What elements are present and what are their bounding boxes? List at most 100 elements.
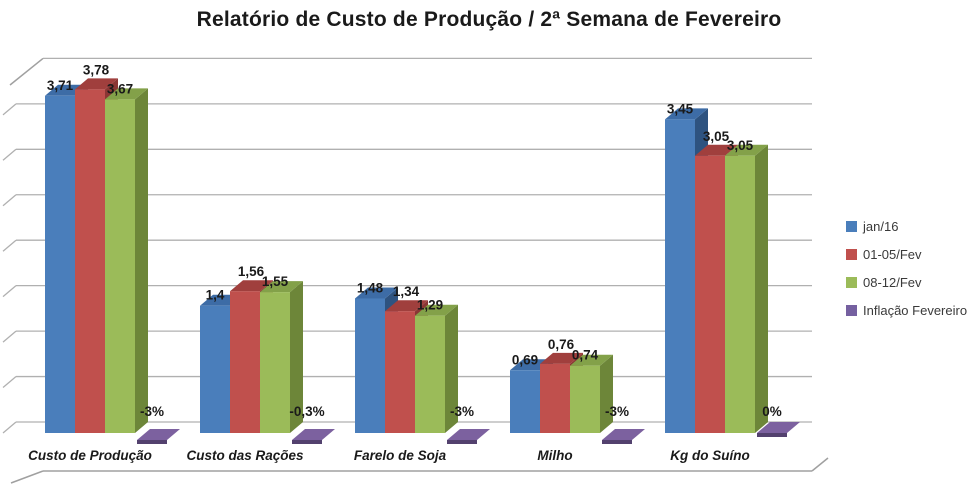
value-label: 3,71: [47, 78, 74, 93]
bar-front-face: [292, 440, 322, 444]
bar-front-face: [260, 292, 290, 433]
side-wall-tick: [2, 239, 17, 252]
value-label: 1,4: [206, 288, 225, 303]
bar-top-face: [75, 78, 118, 90]
bar-top-face: [415, 304, 458, 316]
category-label: Custo de Produção: [28, 448, 152, 463]
bar-front-face: [385, 311, 415, 433]
bar-top-face: [570, 354, 613, 366]
bar-front-face: [75, 89, 105, 433]
bar-top-face: [355, 287, 398, 299]
bar-front-face: [757, 433, 787, 437]
bar-front-face: [200, 305, 230, 433]
legend-swatch-08-12-fev-icon: [846, 277, 857, 288]
bar-top-face: [447, 429, 490, 440]
bar-front-face: [45, 95, 75, 434]
bar-08-12-fev-kg-do-suino: [725, 144, 768, 433]
value-label: 3,05: [703, 129, 730, 144]
side-wall-tick: [2, 285, 17, 298]
bar-side-face: [445, 304, 458, 433]
bar-inflacao-fevereiro-milho: [602, 429, 645, 444]
category-label: Kg do Suíno: [670, 448, 749, 463]
bar-top-face: [665, 108, 708, 120]
legend-item-08-12-fev: 08-12/Fev: [846, 275, 976, 290]
legend-swatch-01-05-fev-icon: [846, 249, 857, 260]
bar-front-face: [415, 315, 445, 433]
value-label: 1,55: [262, 274, 289, 289]
bar-top-face: [230, 280, 273, 292]
side-wall-tick: [2, 330, 17, 343]
percent-label: -3%: [450, 404, 474, 419]
value-label: 0,74: [572, 348, 599, 363]
legend-label-01-05-fev: 01-05/Fev: [863, 247, 922, 262]
category-label: Custo das Rações: [186, 448, 304, 463]
bar-side-face: [290, 281, 303, 433]
floor-right-corner: [811, 457, 829, 472]
value-label: 3,78: [83, 62, 110, 77]
bar-top-face: [385, 300, 428, 312]
bar-08-12-fev-farelo-de-soja: [415, 304, 458, 433]
bar-08-12-fev-custo-de-producao: [105, 88, 148, 433]
percent-label: -0,3%: [289, 404, 324, 419]
floor-left-corner: [10, 470, 44, 484]
value-label: 3,67: [107, 81, 133, 96]
bar-front-face: [540, 363, 570, 433]
value-label: 3,05: [727, 138, 754, 153]
side-wall-tick: [2, 376, 17, 389]
bar-front-face: [665, 119, 695, 434]
legend-swatch-jan16-icon: [846, 221, 857, 232]
value-label: 1,34: [393, 284, 420, 299]
bar-inflacao-fevereiro-kg-do-suino: [757, 422, 800, 437]
percent-label: 0%: [762, 404, 782, 419]
legend-item-inflacao: Inflação Fevereiro: [846, 303, 976, 318]
bar-front-face: [695, 155, 725, 433]
bar-top-face: [757, 422, 800, 433]
category-label: Farelo de Soja: [354, 448, 447, 463]
bar-side-face: [755, 144, 768, 433]
bar-top-face: [725, 144, 768, 156]
percent-label: -3%: [140, 404, 164, 419]
bar-front-face: [725, 155, 755, 433]
bar-front-face: [570, 365, 600, 433]
bar-front-face: [602, 440, 632, 444]
legend-label-inflacao: Inflação Fevereiro: [863, 303, 968, 318]
legend-label-08-12-fev: 08-12/Fev: [863, 275, 922, 290]
legend-swatch-inflacao-icon: [846, 305, 857, 316]
bar-top-face: [292, 429, 335, 440]
side-wall-tick: [2, 103, 17, 116]
side-wall-tick: [2, 148, 17, 161]
value-label: 1,56: [238, 264, 265, 279]
bar-front-face: [447, 440, 477, 444]
side-wall-tick: [2, 194, 17, 207]
bar-top-face: [540, 352, 583, 364]
percent-label: -3%: [605, 404, 629, 419]
chart-title: Relatório de Custo de Produção / 2ª Sema…: [196, 8, 782, 31]
category-label: Milho: [537, 448, 572, 463]
bar-top-face: [695, 144, 738, 156]
bar-inflacao-fevereiro-custo-das-racoes: [292, 429, 335, 444]
bar-front-face: [510, 370, 540, 433]
bar-top-face: [260, 281, 303, 293]
value-label: 0,76: [548, 337, 575, 352]
bar-08-12-fev-milho: [570, 354, 613, 433]
wall-corner-line: [9, 57, 44, 86]
bar-side-face: [600, 354, 613, 433]
bar-front-face: [105, 99, 135, 433]
bar-inflacao-fevereiro-custo-de-producao: [137, 429, 180, 444]
value-label: 0,69: [512, 352, 538, 367]
legend: jan/16 01-05/Fev 08-12/Fev Inflação Feve…: [846, 219, 976, 318]
side-wall-tick: [2, 421, 17, 434]
bar-top-face: [105, 88, 148, 100]
value-label: 1,48: [357, 280, 384, 295]
bar-front-face: [230, 291, 260, 433]
legend-item-01-05-fev: 01-05/Fev: [846, 247, 976, 262]
value-label: 1,29: [417, 298, 443, 313]
legend-item-jan16: jan/16: [846, 219, 976, 234]
bar-side-face: [135, 88, 148, 433]
value-label: 3,45: [667, 101, 694, 116]
legend-label-jan16: jan/16: [863, 219, 899, 234]
bar-front-face: [355, 298, 385, 433]
bar-top-face: [137, 429, 180, 440]
